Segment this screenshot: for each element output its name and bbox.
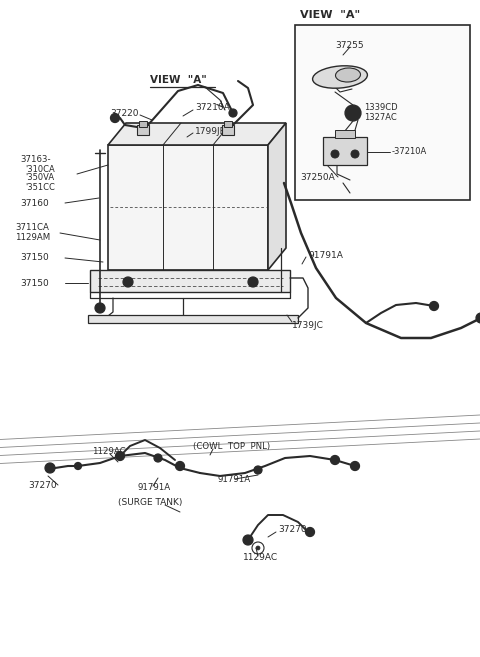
Bar [90, 270, 290, 292]
Circle shape [349, 109, 357, 117]
Circle shape [157, 457, 159, 459]
Text: 1327AC: 1327AC [364, 114, 397, 122]
Text: 37210A: 37210A [195, 104, 230, 112]
Circle shape [256, 546, 260, 550]
Circle shape [331, 150, 339, 158]
Circle shape [123, 277, 133, 287]
Text: 37255: 37255 [335, 41, 364, 49]
Circle shape [476, 313, 480, 323]
Text: 37250A: 37250A [300, 173, 335, 181]
Text: -37210A: -37210A [392, 148, 427, 156]
Circle shape [110, 114, 120, 122]
Ellipse shape [312, 66, 367, 88]
Circle shape [119, 455, 121, 457]
Bar [224, 121, 232, 127]
Circle shape [48, 466, 51, 470]
Circle shape [95, 303, 105, 313]
Circle shape [353, 464, 357, 468]
Circle shape [305, 528, 314, 537]
Circle shape [248, 277, 258, 287]
Circle shape [432, 304, 435, 307]
Polygon shape [268, 123, 286, 270]
Ellipse shape [336, 68, 360, 82]
Text: 91791A: 91791A [218, 476, 251, 484]
Circle shape [77, 464, 79, 467]
Polygon shape [108, 123, 286, 145]
Text: 1799JB: 1799JB [195, 127, 227, 137]
Circle shape [231, 112, 235, 114]
Text: 37270: 37270 [278, 526, 307, 535]
Bar [139, 121, 147, 127]
Circle shape [179, 464, 181, 468]
Text: 1129AC: 1129AC [92, 447, 126, 457]
Circle shape [45, 463, 55, 473]
Circle shape [243, 535, 253, 545]
Text: 37150: 37150 [20, 279, 49, 288]
Circle shape [331, 455, 339, 464]
Circle shape [351, 150, 359, 158]
Circle shape [176, 461, 184, 470]
Bar [88, 315, 298, 323]
Circle shape [154, 454, 162, 462]
Bar [222, 125, 234, 135]
Circle shape [345, 105, 361, 121]
Circle shape [113, 116, 117, 120]
Bar [108, 145, 268, 270]
Text: 37220: 37220 [110, 108, 139, 118]
Text: 37150: 37150 [20, 254, 49, 263]
Text: 91791A: 91791A [308, 250, 343, 260]
Text: 91791A: 91791A [138, 482, 171, 491]
Circle shape [116, 451, 124, 461]
Text: VIEW  "A": VIEW "A" [150, 75, 207, 85]
Bar [295, 25, 470, 200]
Circle shape [229, 109, 237, 117]
Bar [137, 125, 149, 135]
Text: 37270: 37270 [28, 480, 57, 489]
Text: '351CC: '351CC [25, 183, 55, 191]
Text: (COWL  TOP  PNL): (COWL TOP PNL) [193, 442, 270, 451]
Text: '350VA: '350VA [25, 173, 54, 183]
Circle shape [334, 459, 336, 461]
Circle shape [309, 530, 312, 533]
Circle shape [247, 539, 250, 541]
Text: 1129AM: 1129AM [15, 233, 50, 242]
Circle shape [257, 469, 259, 471]
Text: '310CA: '310CA [25, 164, 55, 173]
Bar [335, 130, 355, 138]
Text: 37160: 37160 [20, 198, 49, 208]
Text: 37163-: 37163- [20, 156, 50, 164]
Circle shape [74, 463, 82, 470]
Circle shape [254, 466, 262, 474]
Text: 1339CD: 1339CD [364, 104, 397, 112]
Circle shape [430, 302, 439, 311]
Text: 1739JC: 1739JC [292, 321, 324, 330]
Text: VIEW  "A": VIEW "A" [300, 10, 360, 20]
Text: 1129AC: 1129AC [243, 553, 278, 562]
Circle shape [350, 461, 360, 470]
Text: 3711CA: 3711CA [15, 223, 49, 233]
Text: (SURGE TANK): (SURGE TANK) [118, 499, 182, 507]
Bar [323, 137, 367, 165]
